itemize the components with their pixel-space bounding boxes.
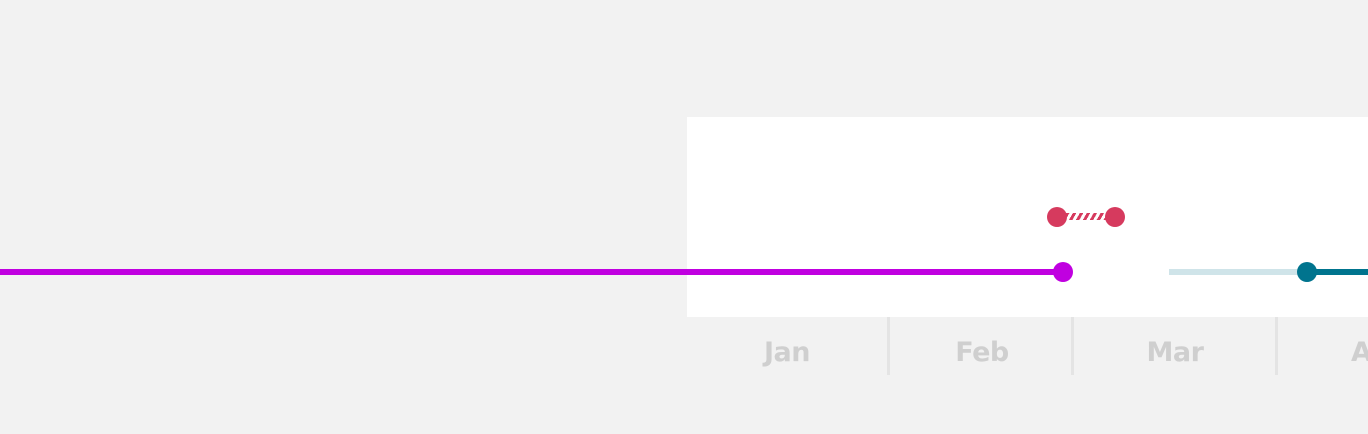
timeline-panel <box>687 117 1368 317</box>
month-label-jan: Jan <box>764 337 811 368</box>
purple-timeline-bar[interactable] <box>0 269 1064 275</box>
month-label-apr: A <box>1351 337 1368 368</box>
axis-separator <box>887 317 890 375</box>
purple-end-marker[interactable] <box>1053 262 1073 282</box>
month-label-mar: Mar <box>1146 337 1204 368</box>
teal-marker[interactable] <box>1297 262 1317 282</box>
red-start-marker[interactable] <box>1047 207 1067 227</box>
red-end-marker[interactable] <box>1105 207 1125 227</box>
month-label-feb: Feb <box>955 337 1009 368</box>
teal-light-segment[interactable] <box>1169 269 1307 275</box>
axis-separator <box>1071 317 1074 375</box>
teal-dark-segment[interactable] <box>1307 269 1368 275</box>
month-axis: Jan Feb Mar A <box>687 317 1368 377</box>
red-hatched-segment[interactable] <box>1066 213 1106 220</box>
axis-separator <box>1275 317 1278 375</box>
